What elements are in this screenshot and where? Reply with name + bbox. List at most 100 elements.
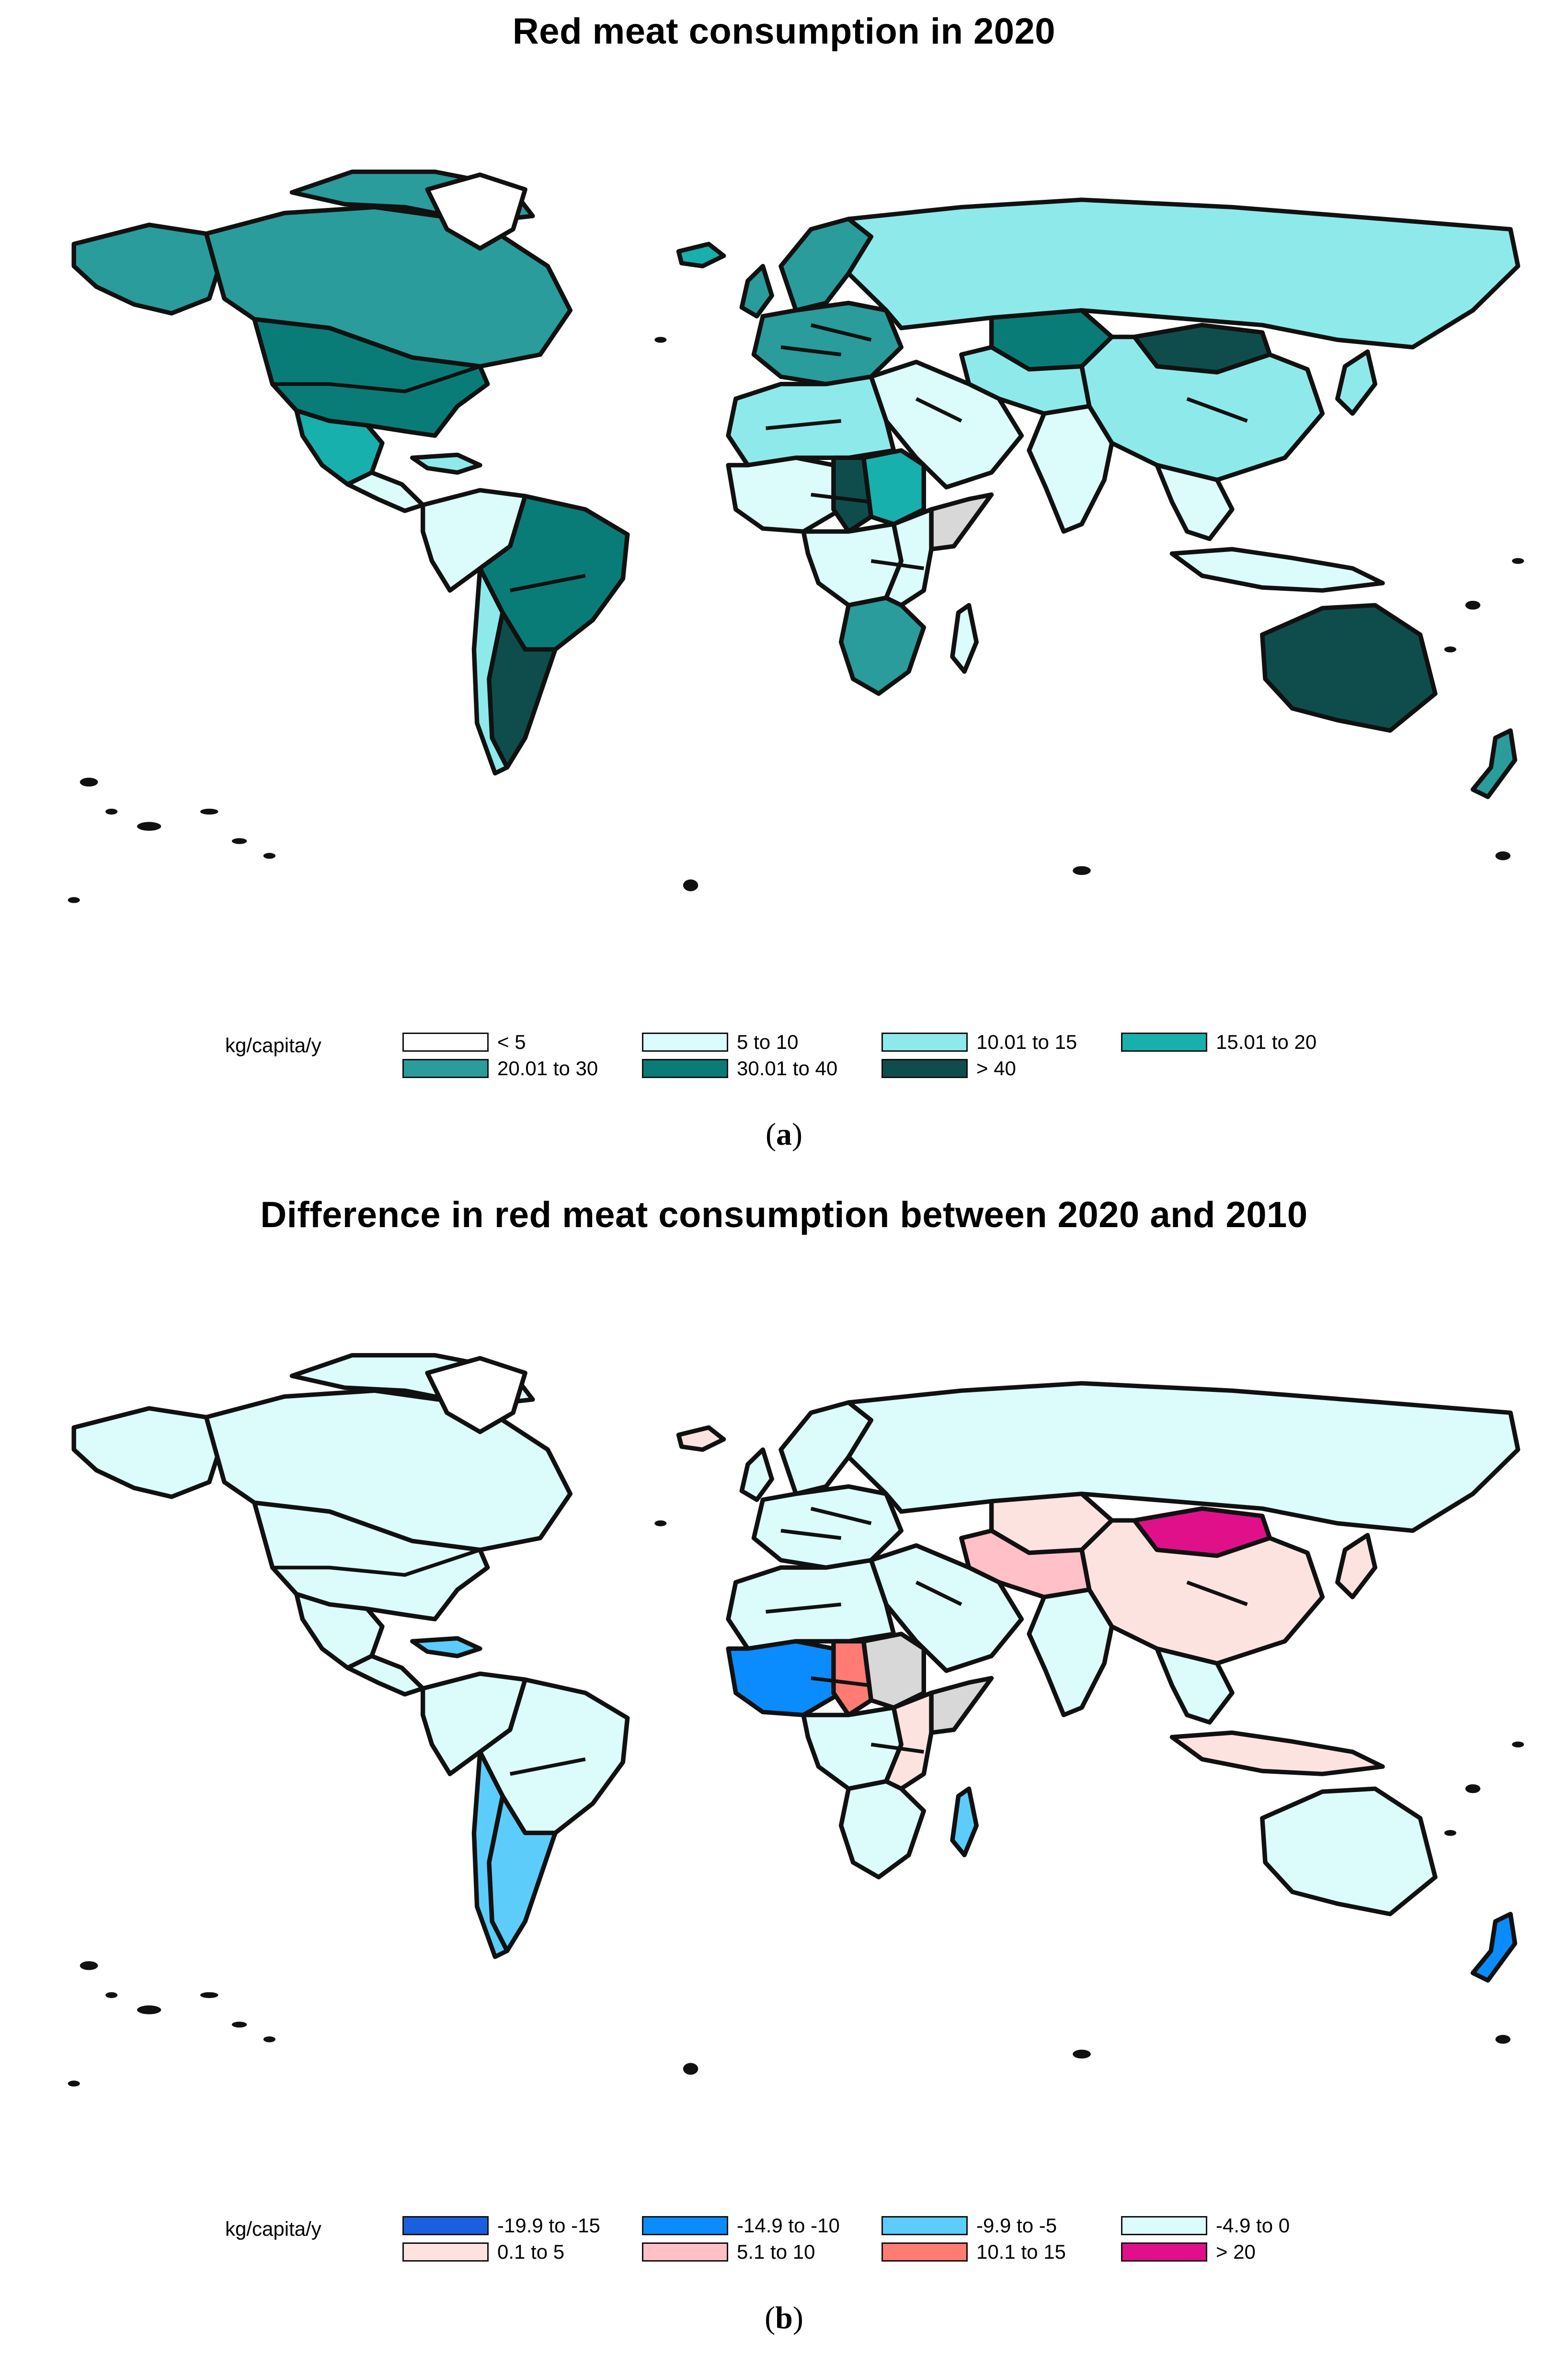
country-border	[780, 345, 842, 356]
legend-label: 20.01 to 30	[497, 1057, 598, 1080]
region-chile	[471, 1749, 510, 1959]
country-border	[811, 493, 871, 504]
legend-label: -9.9 to -5	[976, 2214, 1057, 2237]
island-marker	[137, 2005, 161, 2014]
island-marker	[105, 1992, 118, 1998]
country-border	[766, 419, 841, 430]
country-border	[272, 1548, 481, 1577]
legend-swatch	[402, 1059, 489, 1078]
legend-label: 5 to 10	[737, 1031, 799, 1053]
world-map	[68, 169, 1524, 903]
region-china	[1079, 1518, 1325, 1666]
region-china	[1079, 334, 1325, 483]
panel-caption: (b)	[765, 2300, 803, 2335]
world-map	[68, 1353, 1524, 2087]
region-japan	[1335, 349, 1378, 416]
legend-label: -4.9 to 0	[1216, 2214, 1290, 2237]
legend-item: > 40	[881, 1057, 1016, 1080]
region-iceland	[676, 1425, 726, 1452]
legend-swatch	[1121, 2242, 1207, 2262]
legend-swatch	[881, 2216, 968, 2235]
island-marker	[200, 1992, 218, 1998]
region-new-zealand	[1470, 1912, 1518, 1983]
legend-swatch	[1121, 2216, 1207, 2235]
region-north-africa	[726, 1558, 896, 1651]
legend-item: -4.9 to 0	[1121, 2214, 1290, 2238]
country-border	[811, 1676, 871, 1688]
island-marker	[654, 1520, 667, 1527]
island-marker	[68, 2080, 80, 2087]
region-se-asia	[1155, 1646, 1235, 1725]
region-greenland	[425, 1356, 527, 1435]
region-europe	[751, 300, 904, 387]
region-central-america	[345, 1654, 425, 1697]
island-marker	[200, 808, 218, 815]
island-marker	[263, 853, 275, 859]
island-marker	[80, 778, 98, 787]
legend-swatch	[1121, 1033, 1207, 1052]
legend-swatch	[642, 1033, 728, 1052]
country-border	[780, 1528, 842, 1540]
region-india	[1027, 404, 1114, 534]
region-indonesia	[1169, 547, 1385, 593]
island-marker	[80, 1961, 98, 1970]
region-japan	[1335, 1533, 1378, 1599]
legend-item: 30.01 to 40	[642, 1057, 837, 1080]
country-border	[810, 323, 872, 342]
legend-label: > 20	[1216, 2241, 1256, 2263]
region-chad	[831, 455, 874, 534]
region-sudan	[861, 448, 927, 527]
legend-label: 15.01 to 20	[1216, 1031, 1317, 1053]
legend-item: 5.1 to 10	[642, 2240, 815, 2264]
region-somalia	[929, 492, 994, 552]
legend-label: 5.1 to 10	[737, 2241, 815, 2263]
country-border	[915, 397, 962, 423]
island-marker	[1073, 2049, 1091, 2059]
region-russia	[846, 1381, 1521, 1533]
region-australia	[1260, 1786, 1438, 1917]
region-caribbean	[410, 452, 482, 475]
country-border	[223, 297, 256, 321]
region-new-zealand	[1470, 728, 1518, 799]
island-marker	[654, 337, 667, 343]
island-marker	[1512, 1741, 1524, 1747]
legend: kg/capita/y -19.9 to -15 -14.9 to -10 -9…	[0, 2214, 1568, 2271]
map-panel-a: Red meat consumption in 2020 kg/capita/y…	[68, 11, 1524, 1152]
legend-label: > 40	[976, 1057, 1016, 1080]
country-border	[870, 1742, 924, 1754]
region-east-africa	[884, 507, 934, 608]
region-madagascar	[950, 1786, 979, 1858]
legend-label: -14.9 to -10	[737, 2214, 840, 2237]
island-marker	[105, 808, 118, 815]
legend-title: kg/capita/y	[225, 2218, 321, 2240]
island-marker	[1495, 851, 1511, 861]
country-border	[810, 1506, 872, 1525]
legend-item: -9.9 to -5	[881, 2214, 1057, 2238]
island-marker	[137, 822, 161, 831]
country-border	[1186, 1580, 1248, 1607]
country-border	[766, 1602, 841, 1614]
legend-label: -19.9 to -15	[497, 2214, 600, 2237]
legend-label: 30.01 to 40	[737, 1057, 838, 1080]
legend-swatch	[402, 2216, 489, 2235]
land-layer	[71, 169, 1521, 799]
country-border	[510, 1757, 586, 1776]
region-southern-africa	[838, 1779, 927, 1880]
legend-swatch	[642, 1059, 728, 1078]
legend-label: 10.01 to 15	[976, 1031, 1077, 1053]
legend-item: 0.1 to 5	[402, 2240, 564, 2264]
legend-swatch	[402, 1033, 489, 1052]
region-somalia	[929, 1676, 994, 1735]
legend-swatch	[881, 2242, 968, 2262]
legend-label: < 5	[497, 1031, 526, 1053]
region-chile	[471, 566, 510, 776]
region-alaska	[71, 222, 227, 316]
region-uk	[739, 1447, 774, 1502]
country-border	[1186, 397, 1248, 423]
region-se-asia	[1155, 463, 1235, 541]
region-caribbean	[410, 1636, 482, 1658]
legend-swatch	[881, 1033, 968, 1052]
legend-item: 5 to 10	[642, 1030, 798, 1054]
island-marker	[1495, 2034, 1511, 2044]
island-marker	[68, 897, 80, 903]
